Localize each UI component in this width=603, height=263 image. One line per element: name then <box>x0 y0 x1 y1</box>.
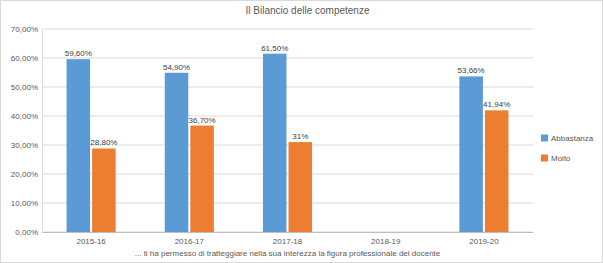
y-tick-label: 70,00% <box>11 25 38 34</box>
y-tick: 50,00% <box>11 83 42 92</box>
legend-label: Abbastanza <box>551 134 594 143</box>
y-tick: 20,00% <box>11 170 42 179</box>
y-tick: 0,00% <box>15 228 42 237</box>
y-tick-label: 10,00% <box>11 199 38 208</box>
bar <box>263 54 287 232</box>
plot: 0,00% 10,00% 20,00% 30,00% 40,00% 50,00% 60,00… <box>11 25 534 246</box>
y-tick: 40,00% <box>11 112 42 121</box>
y-tick: 70,00% <box>11 25 42 34</box>
x-axis: 2015-16 2016-17 2017-18 2018-19 2019-20 <box>43 232 534 246</box>
legend-label: Molto <box>551 154 571 163</box>
y-tick-label: 30,00% <box>11 141 38 150</box>
x-tick: 2017-18 <box>273 232 303 246</box>
y-tick-label: 0,00% <box>15 228 38 237</box>
bars <box>67 54 509 232</box>
legend-item: Molto <box>541 154 571 163</box>
chart: 0,00% 10,00% 20,00% 30,00% 40,00% 50,00% 60,00… <box>0 0 603 263</box>
x-tick-label: 2019-20 <box>469 237 499 246</box>
bar <box>459 76 483 232</box>
x-tick: 2016-17 <box>175 232 205 246</box>
x-tick: 2015-16 <box>76 232 106 246</box>
data-label: 41,94% <box>483 100 510 109</box>
x-tick-label: 2018-19 <box>371 237 401 246</box>
y-tick: 10,00% <box>11 199 42 208</box>
bar <box>289 142 313 232</box>
data-labels: 59,60% 54,90% 61,50% 53,66% 28,80% 36,70% 31% 4… <box>65 44 511 148</box>
bar <box>67 59 91 232</box>
y-axis: 0,00% 10,00% 20,00% 30,00% 40,00% 50,00% 60,00… <box>11 25 43 237</box>
x-axis-title: ... ti ha permesso di tratteggiare nella… <box>135 249 441 258</box>
grid <box>42 29 533 232</box>
grid-line <box>42 29 533 30</box>
y-tick: 60,00% <box>11 54 42 63</box>
data-label: 28,80% <box>90 138 117 147</box>
x-tick-label: 2015-16 <box>76 237 106 246</box>
data-label: 31% <box>292 132 308 141</box>
chart-frame <box>1 1 603 263</box>
data-label: 53,66% <box>458 66 485 75</box>
y-axis-line <box>42 30 43 233</box>
x-tick-label: 2017-18 <box>273 237 303 246</box>
x-axis-line <box>43 232 534 233</box>
data-label: 54,90% <box>163 63 190 72</box>
title: Il Bilancio delle competenze <box>246 5 370 16</box>
bar <box>165 73 189 232</box>
legend-swatch <box>541 155 548 162</box>
bar <box>92 148 116 232</box>
legend-swatch <box>541 135 548 142</box>
bar <box>485 110 509 232</box>
bar <box>190 126 214 232</box>
grid-line <box>42 58 533 59</box>
x-tick-label: 2016-17 <box>175 237 205 246</box>
data-label: 36,70% <box>189 116 216 125</box>
y-tick-label: 40,00% <box>11 112 38 121</box>
y-tick: 30,00% <box>11 141 42 150</box>
legend-item: Abbastanza <box>541 134 594 143</box>
x-tick: 2019-20 <box>469 232 499 246</box>
data-label: 61,50% <box>261 44 288 53</box>
y-tick-label: 50,00% <box>11 83 38 92</box>
legend: Abbastanza Molto <box>541 134 594 163</box>
data-label: 59,60% <box>65 49 92 58</box>
y-tick-label: 20,00% <box>11 170 38 179</box>
y-tick-label: 60,00% <box>11 54 38 63</box>
x-tick: 2018-19 <box>371 232 401 246</box>
